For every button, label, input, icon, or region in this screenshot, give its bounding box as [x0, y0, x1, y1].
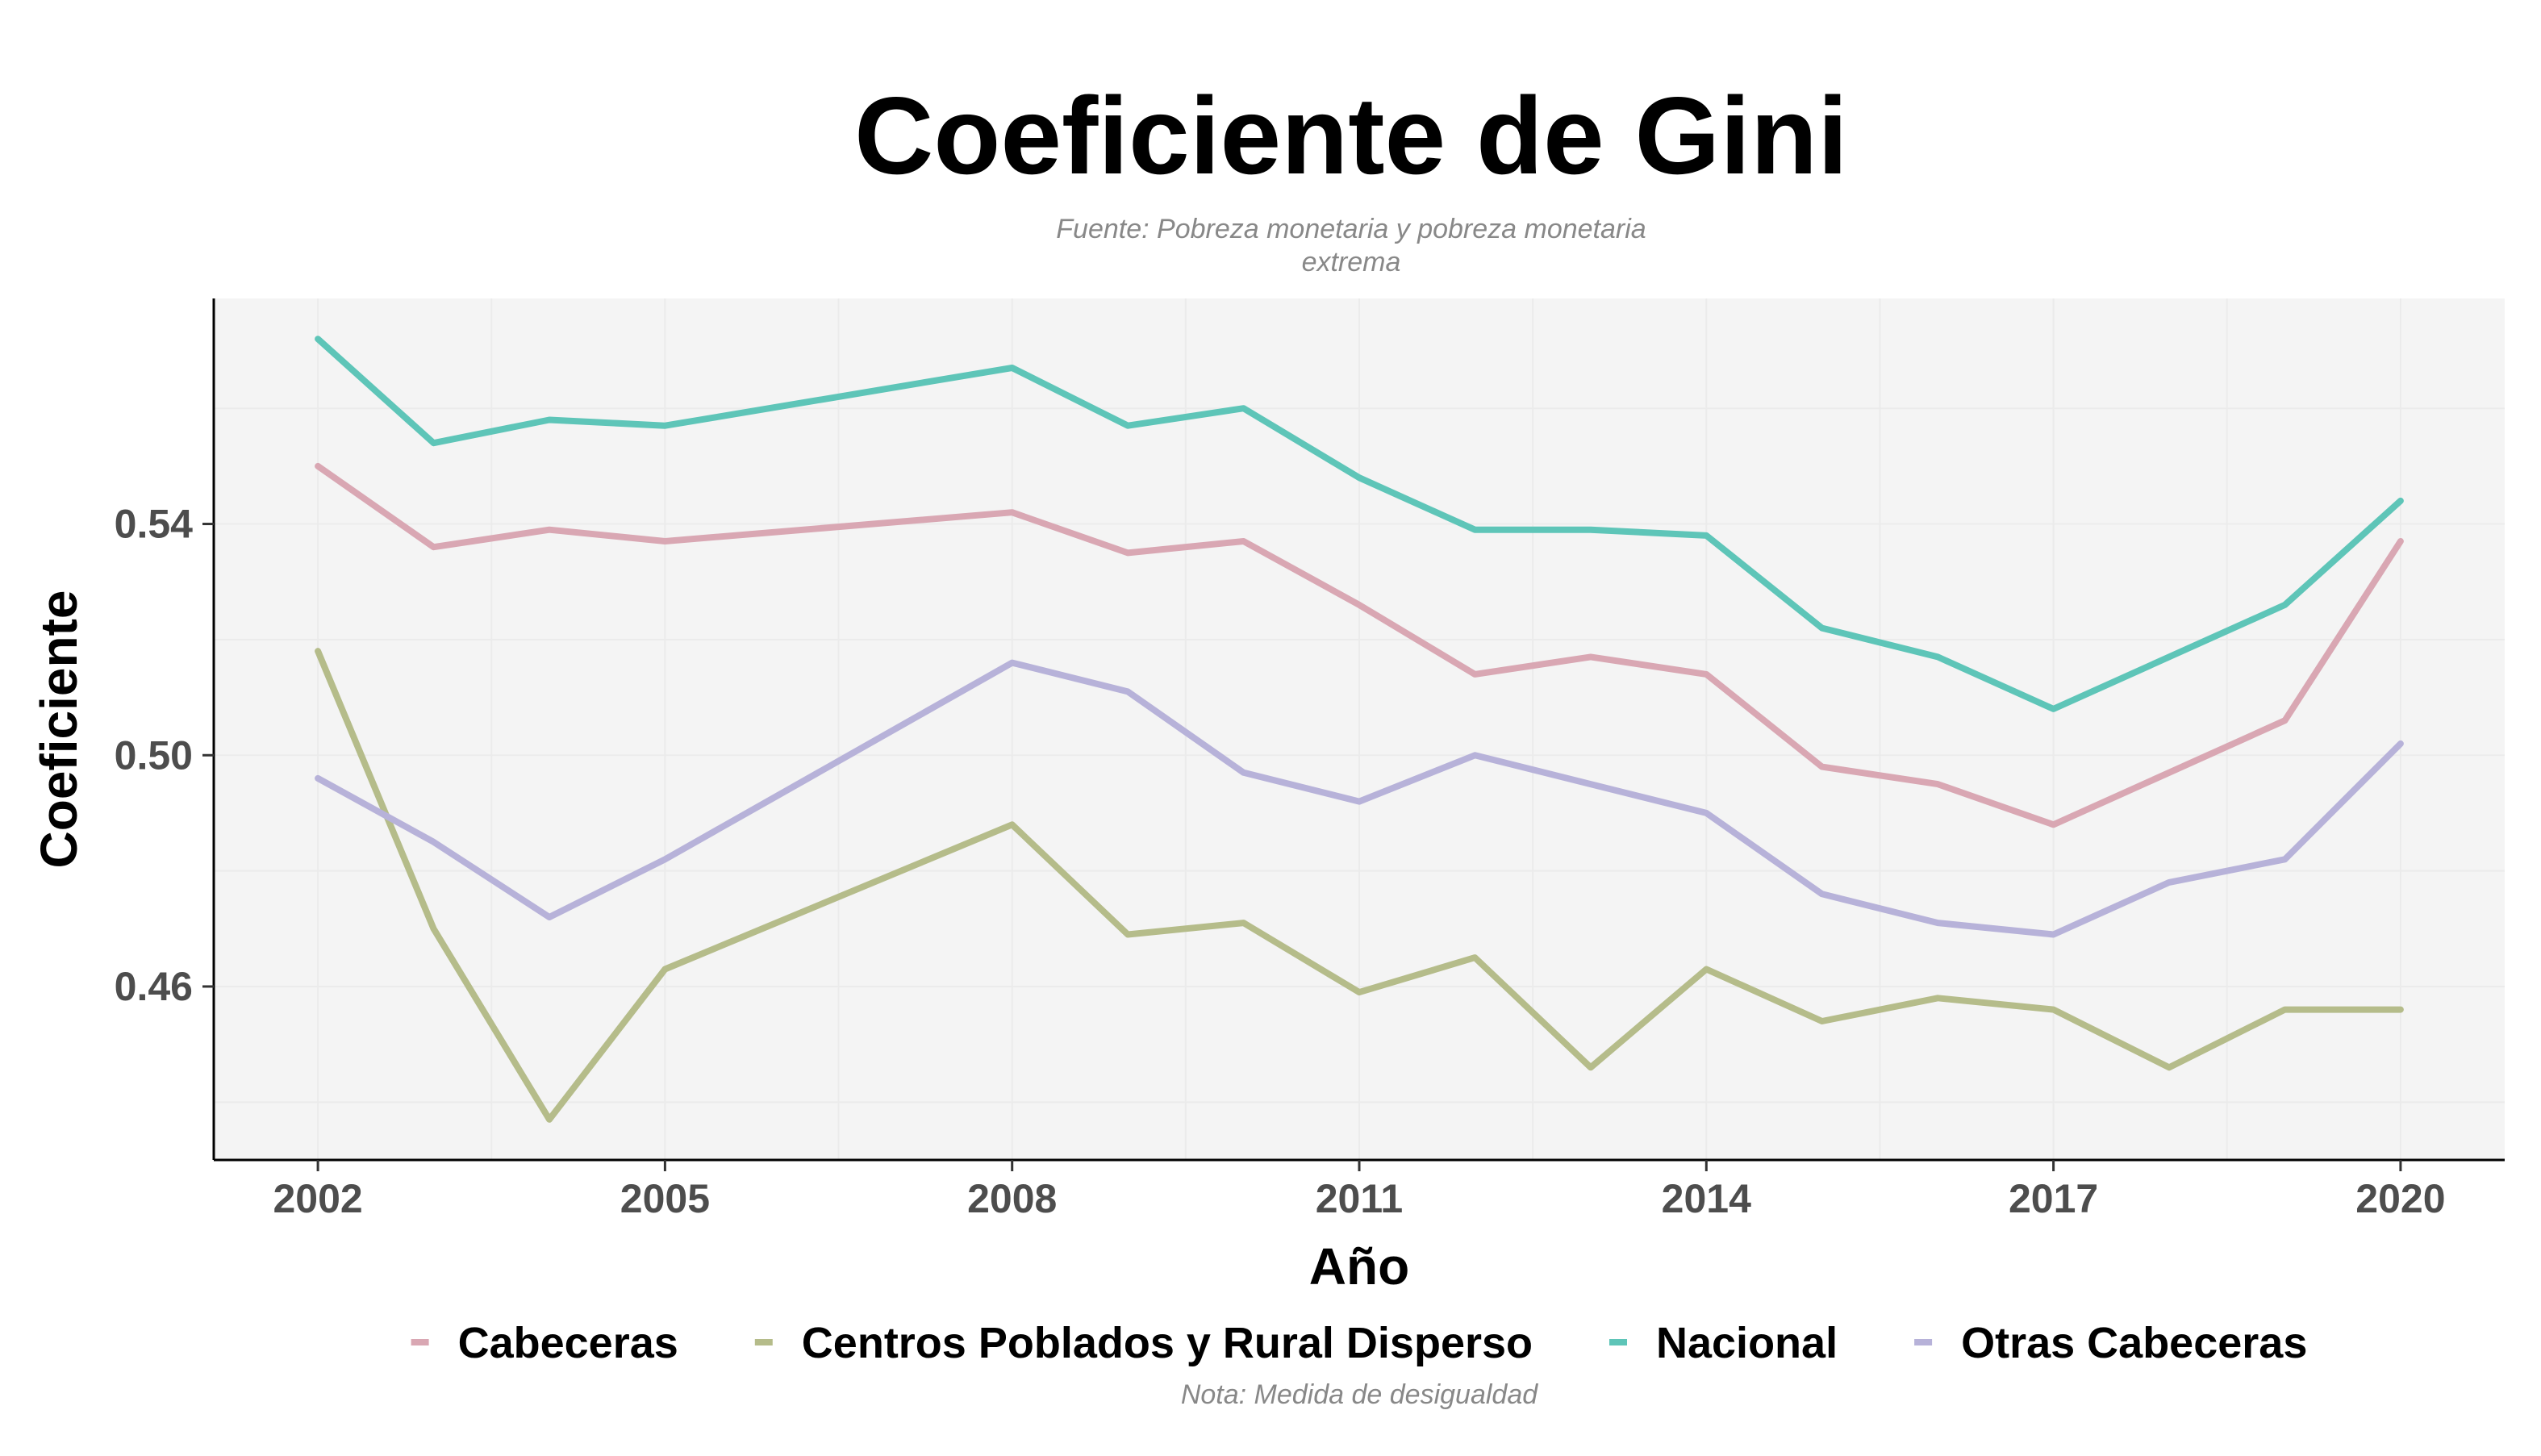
legend-item: Centros Poblados y Rural Disperso — [754, 1319, 1533, 1367]
legend-item: Cabeceras — [411, 1319, 678, 1367]
series-line-otras-cabeceras — [315, 659, 2404, 938]
x-tick-label: 2008 — [967, 1176, 1057, 1221]
legend-label: Nacional — [1656, 1319, 1838, 1367]
chart-caption: Nota: Medida de desigualdad — [1181, 1379, 1538, 1410]
y-tick-label: 0.50 — [115, 732, 193, 778]
gridlines — [214, 298, 2505, 1160]
legend-label: Centros Poblados y Rural Disperso — [802, 1319, 1533, 1367]
x-tick-label: 2017 — [2009, 1176, 2098, 1221]
chart-title: Coeficiente de Gini — [854, 74, 1848, 197]
x-axis-title: Año — [1309, 1237, 1409, 1295]
series-line-cabeceras — [315, 462, 2404, 828]
x-tick-label: 2020 — [2355, 1176, 2445, 1221]
x-tick-label: 2002 — [273, 1176, 362, 1221]
x-tick-label: 2005 — [620, 1176, 710, 1221]
x-tick-label: 2011 — [1316, 1176, 1403, 1221]
series-lines — [315, 336, 2404, 1123]
legend-label: Otras Cabeceras — [1961, 1319, 2307, 1367]
legend-item: Nacional — [1609, 1319, 1838, 1367]
series-line-centros-poblados-y-rural-disperso — [315, 648, 2404, 1123]
x-tick-label: 2014 — [1662, 1176, 1751, 1221]
y-axis-ticks: 0.46 0.50 0.54 — [115, 502, 214, 1009]
series-line-nacional — [315, 336, 2404, 712]
legend: Cabeceras Centros Poblados y Rural Disper… — [411, 1319, 2307, 1367]
chart-subtitle-line-1: Fuente: Pobreza monetaria y pobreza mone… — [1056, 214, 1646, 244]
chart-subtitle-line-2: extrema — [1302, 247, 1401, 277]
legend-label: Cabeceras — [458, 1319, 678, 1367]
y-tick-label: 0.54 — [115, 502, 194, 547]
y-tick-label: 0.46 — [115, 964, 193, 1009]
x-axis-ticks: 2002 2005 2008 2011 2014 2017 2020 — [273, 1160, 2446, 1221]
y-axis-title: Coeficiente — [30, 590, 88, 869]
legend-item: Otras Cabeceras — [1914, 1319, 2307, 1367]
